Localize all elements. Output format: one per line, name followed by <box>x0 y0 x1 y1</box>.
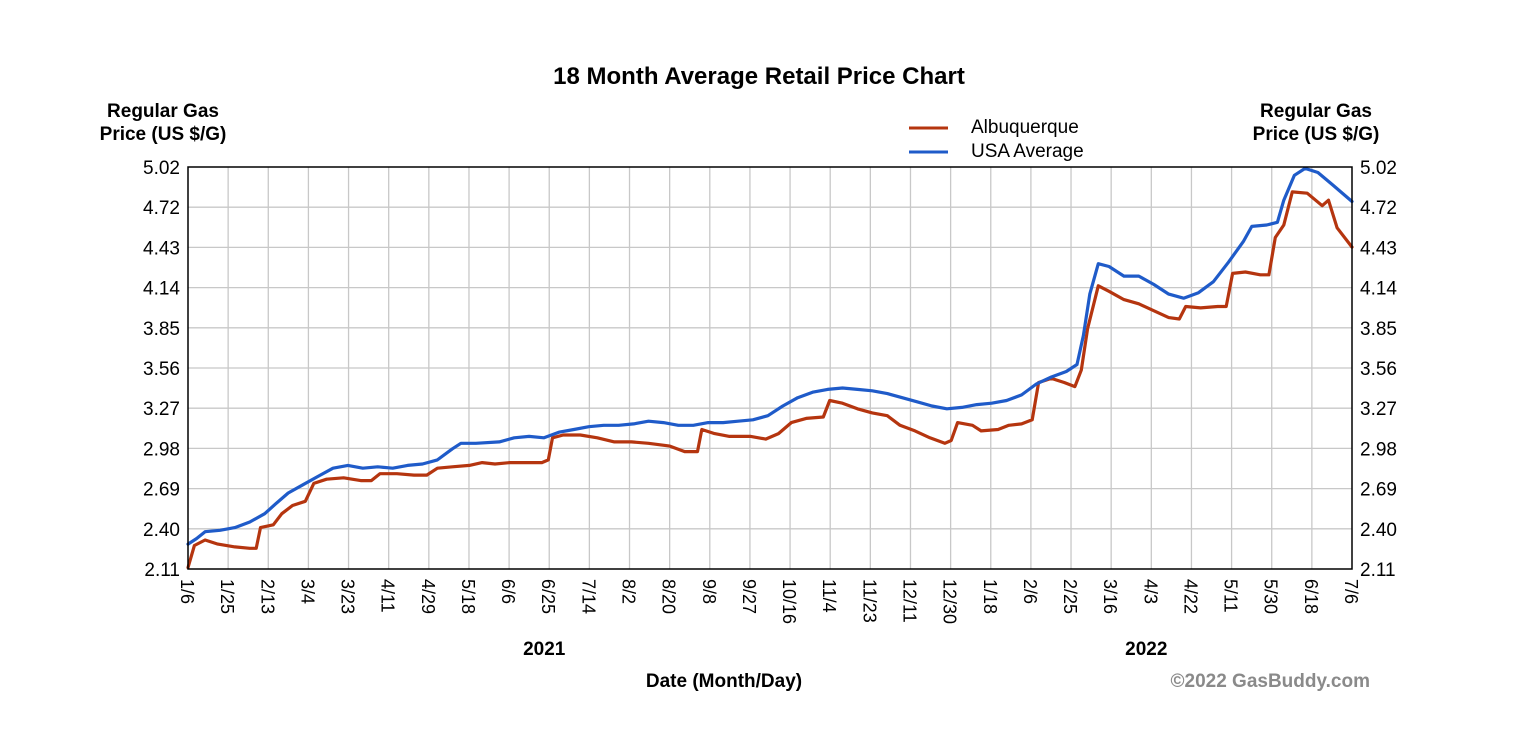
y-tick-label-left: 4.14 <box>143 279 180 300</box>
year-labels: 2021 2022 <box>523 639 1167 660</box>
y-tick-label-left: 2.69 <box>143 480 180 501</box>
right-axis-label-line1: Regular Gas <box>1260 101 1372 122</box>
y-ticks-left: 5.02 4.72 4.43 4.14 3.85 3.56 3.27 2.98 2.69 2.40… <box>143 158 180 581</box>
y-tick-label-right: 2.98 <box>1360 439 1397 460</box>
y-tick-label-left: 3.27 <box>143 399 180 420</box>
left-axis-label-line2: Price (US $/G) <box>100 124 227 145</box>
y-tick-label-left: 2.11 <box>144 560 180 581</box>
x-tick-label: 4/3 <box>1140 579 1160 604</box>
plot-frame <box>187 166 1353 570</box>
y-tick-label-right: 3.56 <box>1360 359 1397 380</box>
x-tick-label: 12/30 <box>940 579 960 624</box>
year-label: 2021 <box>523 639 566 660</box>
left-axis-label-line1: Regular Gas <box>107 101 219 122</box>
x-tick-label: 4/29 <box>418 579 438 614</box>
y-tick-label-right: 4.43 <box>1360 238 1397 259</box>
x-tick-label: 3/23 <box>338 579 358 614</box>
right-axis-label-line2: Price (US $/G) <box>1253 124 1380 145</box>
x-tick-label: 3/4 <box>297 579 317 604</box>
x-tick-label: 4/11 <box>378 579 398 613</box>
x-tick-label: 3/16 <box>1100 579 1120 614</box>
x-tick-label: 1/6 <box>177 579 197 604</box>
x-tick-label: 8/2 <box>619 579 639 604</box>
y-tick-label-left: 4.72 <box>143 198 180 219</box>
x-tick-label: 1/25 <box>217 579 237 614</box>
gridlines <box>188 167 1352 569</box>
y-tick-label-left: 3.56 <box>143 359 180 380</box>
series-line-usa-average <box>186 166 1354 546</box>
x-tick-label: 5/11 <box>1221 579 1241 613</box>
x-tick-label: 7/6 <box>1341 579 1361 604</box>
y-tick-label-right: 2.69 <box>1360 480 1397 501</box>
y-tick-label-left: 5.02 <box>143 158 180 179</box>
x-tick-label: 2/6 <box>1020 579 1040 604</box>
y-ticks-right: 5.02 4.72 4.43 4.14 3.85 3.56 3.27 2.98 2.69 2.40… <box>1360 158 1397 581</box>
x-tick-label: 8/20 <box>659 579 679 614</box>
y-tick-label-right: 2.11 <box>1360 560 1396 581</box>
legend-label-albuquerque: Albuquerque <box>971 117 1079 138</box>
x-tick-label: 2/25 <box>1060 579 1080 614</box>
x-tick-label: 6/6 <box>498 579 518 604</box>
x-tick-label: 6/18 <box>1301 579 1321 614</box>
y-tick-label-left: 2.98 <box>143 439 180 460</box>
x-tick-label: 12/11 <box>899 579 919 623</box>
x-tick-label: 5/30 <box>1261 579 1281 614</box>
x-tick-label: 10/16 <box>779 579 799 624</box>
x-tick-label: 2/13 <box>257 579 277 614</box>
copyright-credit: ©2022 GasBuddy.com <box>1171 671 1371 692</box>
y-tick-label-right: 3.85 <box>1360 319 1397 340</box>
y-tick-label-right: 4.72 <box>1360 198 1397 219</box>
x-tick-label: 5/18 <box>458 579 478 614</box>
y-tick-label-left: 4.43 <box>143 238 180 259</box>
y-tick-label-right: 3.27 <box>1360 399 1397 420</box>
y-tick-label-right: 2.40 <box>1360 520 1397 541</box>
series-lines <box>186 166 1354 570</box>
year-label: 2022 <box>1125 639 1167 660</box>
x-tick-label: 11/23 <box>859 579 879 623</box>
chart-title: 18 Month Average Retail Price Chart <box>553 63 965 90</box>
x-tick-label: 9/27 <box>739 579 759 614</box>
x-tick-label: 9/8 <box>699 579 719 604</box>
legend-label-usa-average: USA Average <box>971 141 1084 162</box>
y-tick-label-left: 2.40 <box>143 520 180 541</box>
x-tick-label: 4/22 <box>1180 579 1200 614</box>
x-tick-label: 6/25 <box>538 579 558 614</box>
y-tick-label-right: 4.14 <box>1360 279 1397 300</box>
x-tick-label: 1/18 <box>980 579 1000 614</box>
series-line-albuquerque <box>186 190 1354 570</box>
legend: Albuquerque USA Average <box>909 117 1084 162</box>
x-ticks: 1/6 1/25 2/13 3/4 3/23 4/11 4/29 5/18 6/6 6/25 7/1… <box>177 579 1361 624</box>
x-tick-label: 11/4 <box>819 579 839 613</box>
y-tick-label-right: 5.02 <box>1360 158 1397 179</box>
x-axis-label: Date (Month/Day) <box>646 671 802 692</box>
y-tick-label-left: 3.85 <box>143 319 180 340</box>
x-tick-label: 7/14 <box>578 579 598 614</box>
